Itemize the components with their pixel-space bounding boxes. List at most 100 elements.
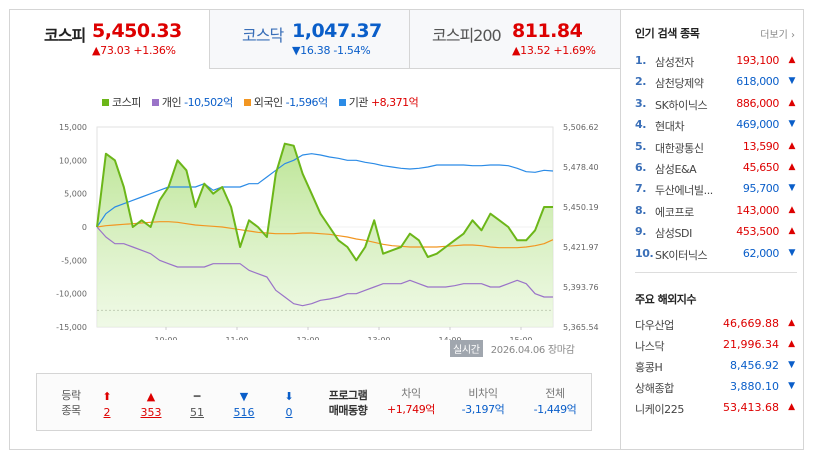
y-left-tick-label: -5,000 — [61, 256, 87, 265]
y-right-tick-label: 5,450.19 — [563, 203, 599, 212]
x-tick-label: 11:00 — [225, 336, 248, 340]
rank-number: 10. — [635, 246, 654, 260]
stock-name: 삼천당제약 — [655, 77, 704, 91]
down-arrow-icon: ▼ — [788, 360, 795, 370]
popular-item[interactable]: 8. 에코프로 143,000 ▲ — [635, 201, 797, 222]
popular-item[interactable]: 1. 삼성전자 193,100 ▲ — [635, 51, 797, 72]
fall-icon: ▼ — [239, 390, 249, 403]
tab-name: 코스피200 — [432, 26, 502, 45]
tab-name: 코스닥 — [242, 26, 284, 45]
up-arrow-icon: ▲ — [788, 339, 795, 349]
count-fall[interactable]: ▼ 516 — [227, 390, 261, 420]
rise-icon: ▲ — [146, 390, 156, 403]
kospi-area — [97, 143, 553, 327]
program-header: 차익 — [401, 387, 421, 400]
index-name: 상해종합 — [635, 382, 674, 395]
rank-number: 3. — [635, 96, 647, 110]
program-header: 전체 — [545, 387, 565, 400]
popular-item[interactable]: 5. 대한광통신 13,590 ▲ — [635, 137, 797, 158]
stock-price: 469,000 — [736, 118, 779, 132]
rank-number: 6. — [635, 161, 647, 174]
legend-value: +8,371억 — [370, 96, 419, 109]
popular-item[interactable]: 4. 현대차 469,000 ▼ — [635, 115, 797, 136]
index-name: 나스닥 — [635, 340, 665, 353]
legend-swatch — [338, 99, 346, 106]
x-tick-label: 13:00 — [367, 336, 390, 340]
index-price: 46,669.88 — [723, 317, 779, 330]
rank-number: 8. — [635, 203, 647, 217]
popular-item[interactable]: 2. 삼천당제약 618,000 ▼ — [635, 72, 797, 93]
stock-price: 886,000 — [736, 96, 779, 110]
count-value: 2 — [103, 406, 111, 419]
more-link[interactable]: 더보기 › — [760, 26, 795, 41]
legend-value: -1,596억 — [285, 96, 329, 109]
lower-limit-icon: ⬇ — [284, 390, 294, 403]
stock-price: 95,700 — [742, 182, 779, 196]
y-left-tick-label: -10,000 — [56, 290, 87, 299]
overseas-item[interactable]: 나스닥 21,996.34 ▲ — [635, 335, 797, 356]
index-price: 53,413.68 — [723, 401, 779, 414]
tab-price: 5,450.33 — [92, 20, 182, 42]
count-value: 353 — [140, 406, 162, 419]
y-right-tick-label: 5,393.76 — [563, 283, 599, 292]
overseas-item[interactable]: 홍콩H 8,456.92 ▼ — [635, 356, 797, 377]
count-lower-limit[interactable]: ⬇ 0 — [277, 390, 301, 420]
up-arrow-icon: ▲ — [788, 402, 795, 412]
intraday-chart: 15,000 10,000 5,000 0 -5,000 -10,000 -15,000 5,… — [56, 123, 599, 340]
rank-number: 7. — [635, 182, 647, 196]
overseas-item[interactable]: 니케이225 53,413.68 ▲ — [635, 398, 797, 419]
legend-label: 코스피 — [112, 96, 141, 109]
stock-price: 193,100 — [736, 54, 779, 67]
down-arrow-icon: ▼ — [788, 183, 795, 194]
tab-kospi200[interactable]: 코스피200 811.84 ▲13.52 +1.69% — [409, 10, 620, 69]
down-arrow-icon: ▼ — [788, 381, 795, 391]
stock-name: 삼성E&A — [655, 163, 697, 176]
program-arbitrage: 차익 +1,749억 — [381, 386, 441, 418]
count-value: 516 — [233, 406, 255, 419]
stock-price: 62,000 — [742, 246, 779, 260]
down-arrow-icon: ▼ — [788, 247, 795, 258]
stock-name: 대한광통신 — [655, 141, 704, 155]
stock-name: 삼성SDI — [655, 227, 692, 241]
legend-swatch — [151, 99, 159, 106]
overseas-item[interactable]: 상해종합 3,880.10 ▼ — [635, 377, 797, 398]
tab-kosdaq[interactable]: 코스닥 1,047.37 ▼16.38 -1.54% — [209, 10, 409, 69]
overseas-title: 주요 해외지수 — [635, 293, 697, 306]
market-breadth: 등락 종목 ⬆ 2 ▲ 353 ━ 51 ▼ 516 ⬇ 0 — [36, 373, 592, 431]
breadth-label: 등락 종목 — [53, 388, 89, 418]
popular-item[interactable]: 6. 삼성E&A 45,650 ▲ — [635, 158, 797, 179]
popular-item[interactable]: 3. SK하이닉스 886,000 ▲ — [635, 94, 797, 115]
chart-timestamp: 실시간 2026.04.06 장마감 — [450, 340, 575, 357]
live-badge: 실시간 — [450, 340, 483, 357]
up-arrow-icon: ▲ — [788, 97, 795, 108]
index-panel: 코스피 5,450.33 ▲73.03 +1.36% 코스닥 1,047.37 … — [9, 10, 620, 449]
y-right-tick-label: 5,478.40 — [563, 163, 599, 172]
count-value: 0 — [285, 406, 293, 419]
popular-item[interactable]: 9. 삼성SDI 453,500 ▲ — [635, 222, 797, 243]
index-name: 홍콩H — [635, 361, 663, 374]
y-left-tick-label: 15,000 — [59, 123, 87, 132]
up-arrow-icon: ▲ — [788, 226, 795, 237]
program-header: 비차익 — [468, 387, 498, 400]
stock-price: 618,000 — [736, 75, 779, 89]
program-value: +1,749억 — [386, 403, 436, 416]
stock-name: 에코프로 — [655, 205, 694, 219]
up-arrow-icon: ▲ — [788, 162, 795, 172]
count-upper-limit[interactable]: ⬆ 2 — [95, 390, 119, 420]
tab-price: 811.84 — [512, 20, 583, 42]
count-flat[interactable]: ━ 51 — [183, 390, 211, 420]
overseas-item[interactable]: 다우산업 46,669.88 ▲ — [635, 314, 797, 335]
rank-number: 5. — [635, 139, 647, 153]
popular-item[interactable]: 7. 두산에너빌... 95,700 ▼ — [635, 179, 797, 200]
tab-kospi[interactable]: 코스피 5,450.33 ▲73.03 +1.36% — [9, 10, 209, 69]
popular-item[interactable]: 10. SK이터닉스 62,000 ▼ — [635, 244, 797, 265]
count-rise[interactable]: ▲ 353 — [134, 390, 168, 420]
program-non-arbitrage: 비차익 -3,197억 — [453, 386, 513, 418]
program-total: 전체 -1,449억 — [525, 386, 585, 418]
upper-limit-icon: ⬆ — [102, 390, 112, 403]
up-arrow-icon: ▲ — [788, 55, 795, 65]
stock-price: 143,000 — [736, 203, 779, 217]
x-tick-label: 14:00 — [438, 336, 461, 340]
stock-price: 453,500 — [736, 225, 779, 239]
chart-date: 2026.04.06 — [490, 345, 546, 356]
